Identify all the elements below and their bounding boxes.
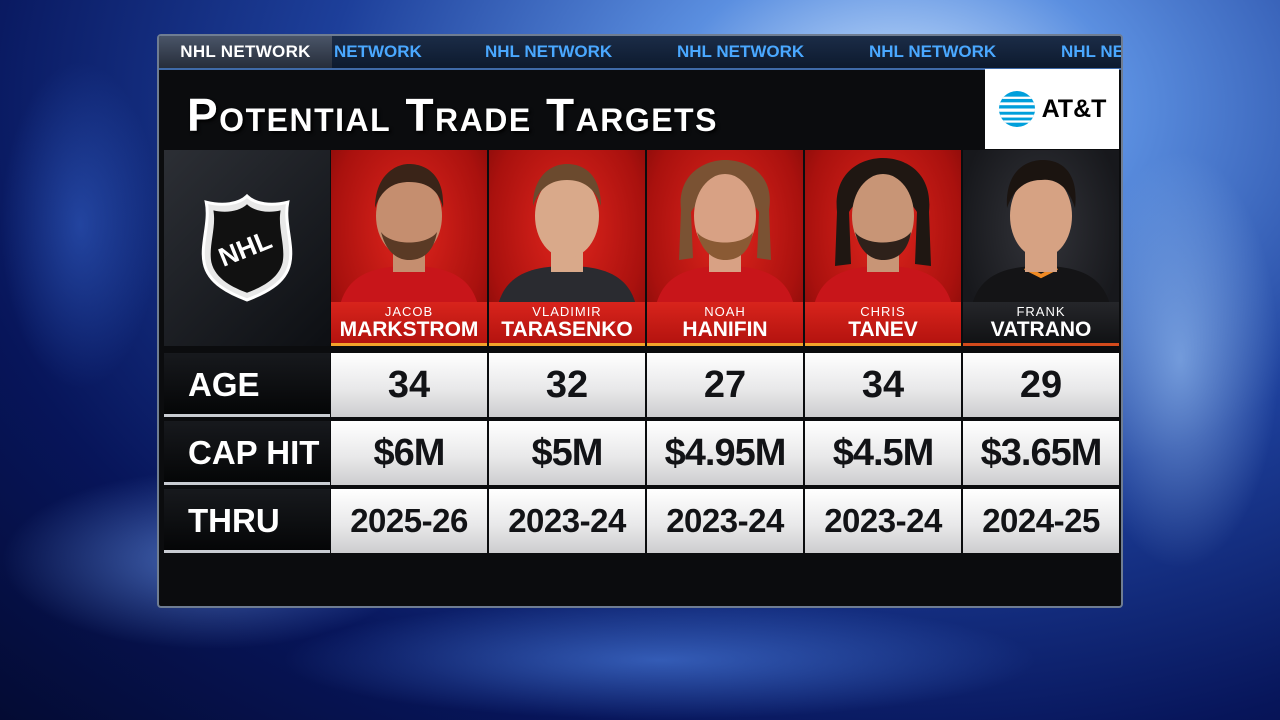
player-silhouette-icon [655, 160, 795, 310]
row-label-cap-hit: CAP HIT [164, 421, 330, 485]
player-silhouette-icon [339, 164, 479, 310]
player-first-name: JACOB [384, 304, 434, 319]
row-label-thru: THRU [164, 489, 330, 553]
player-first-name: FRANK [1016, 304, 1066, 319]
cap-hit-cell: $5M [489, 421, 645, 485]
background-glow [280, 600, 1040, 720]
player-first-name: VLADIMIR [532, 304, 602, 319]
player-first-name: NOAH [704, 304, 746, 319]
graphic-title: Potential Trade Targets [187, 89, 718, 141]
contract-thru-cell: 2024-25 [963, 489, 1119, 553]
age-cell: 34 [331, 353, 487, 417]
ticker-item: NHL NETWORK [677, 42, 805, 61]
row-label-age: AGE [164, 353, 330, 417]
age-cell: 27 [647, 353, 803, 417]
sponsor-name: AT&T [1041, 94, 1107, 123]
ticker-item: NHL NETWORK [869, 42, 997, 61]
player-last-name: MARKSTROM [339, 318, 479, 341]
player-last-name: HANIFIN [682, 318, 768, 341]
contract-thru-cell: 2023-24 [647, 489, 803, 553]
ticker-item: NHL NETWORK [485, 42, 613, 61]
ticker-item: NETWORK [334, 42, 422, 61]
ticker-item: NHL NE [1061, 42, 1123, 61]
player-name-bar: CHRIS TANEV [805, 302, 961, 346]
background-glow [0, 60, 160, 390]
player-name-bar: NOAH HANIFIN [647, 302, 803, 346]
sponsor-logo: AT&T [985, 69, 1119, 149]
cap-hit-cell: $4.5M [805, 421, 961, 485]
player-first-name: CHRIS [860, 304, 906, 319]
age-cell: 29 [963, 353, 1119, 417]
player-name-bar: VLADIMIR TARASENKO [489, 302, 645, 346]
player-silhouette-icon [971, 160, 1111, 310]
age-cell: 34 [805, 353, 961, 417]
player-name-bar: FRANK VATRANO [963, 302, 1119, 346]
cap-hit-cell: $4.95M [647, 421, 803, 485]
player-last-name: VATRANO [990, 318, 1092, 341]
contract-thru-cell: 2023-24 [805, 489, 961, 553]
network-brand: NHL NETWORK [159, 36, 332, 68]
cap-hit-cell: $3.65M [963, 421, 1119, 485]
cap-hit-cell: $6M [331, 421, 487, 485]
player-last-name: TANEV [848, 318, 918, 341]
player-silhouette-icon [813, 158, 953, 310]
contract-thru-cell: 2025-26 [331, 489, 487, 553]
player-name-bar: JACOB MARKSTROM [331, 302, 487, 346]
player-silhouette-icon [497, 164, 637, 310]
network-ticker: NETWORK NHL NETWORK NHL NETWORK NHL NETW… [159, 36, 1121, 70]
globe-icon [998, 90, 1035, 128]
league-logo-cell: NHL [164, 150, 330, 346]
contract-thru-cell: 2023-24 [489, 489, 645, 553]
player-last-name: TARASENKO [501, 318, 633, 341]
age-cell: 32 [489, 353, 645, 417]
nhl-shield-icon: NHL [201, 193, 293, 302]
trade-targets-panel: NETWORK NHL NETWORK NHL NETWORK NHL NETW… [157, 34, 1123, 608]
